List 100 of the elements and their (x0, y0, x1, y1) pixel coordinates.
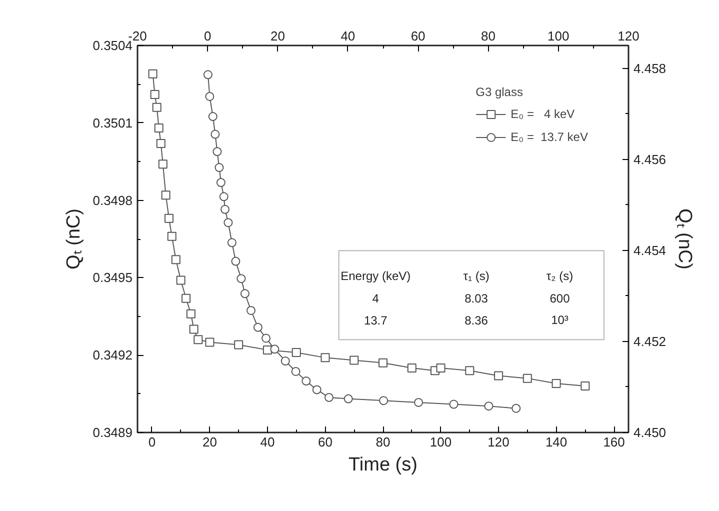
y2-tick-label: 4.452 (634, 334, 666, 349)
y2-axis-title: Qₜ (nC) (674, 208, 696, 270)
point (494, 371, 504, 380)
point (312, 385, 322, 394)
y-axis-title: Qₜ (nC) (64, 208, 85, 270)
point (224, 218, 233, 228)
legend-title: G3 glass (476, 85, 524, 99)
point (449, 400, 458, 409)
annotation: Energy (keV) (340, 268, 411, 283)
point (262, 345, 272, 354)
y-tick-label: 0.3489 (92, 425, 133, 440)
x-tick-label: 40 (260, 434, 275, 450)
x-tick-label: 80 (376, 434, 390, 450)
point (324, 392, 334, 402)
y-tick-label: 0.3501 (92, 115, 133, 130)
point (522, 374, 532, 383)
x-tick-label: 20 (202, 434, 217, 450)
x2-tick-label: 0 (204, 28, 212, 44)
point (240, 289, 250, 298)
y2-tick-label: 4.456 (634, 152, 666, 167)
x2-tick-label: 60 (410, 28, 426, 44)
y2-tick-label: 4.458 (634, 60, 666, 76)
y-tick-label: 0.3498 (92, 192, 133, 208)
x-tick-label: 120 (488, 434, 510, 450)
annotation: 4 (372, 291, 380, 306)
point (414, 398, 424, 407)
point (203, 70, 212, 80)
x2-tick-label: 120 (618, 28, 640, 44)
point (320, 353, 330, 362)
point (154, 124, 164, 133)
point (344, 394, 353, 404)
point (171, 255, 180, 264)
point (176, 276, 186, 285)
point (189, 324, 198, 334)
annotation: 600 (550, 291, 570, 306)
point (291, 367, 300, 376)
x-tick-label: 100 (430, 434, 452, 450)
point (484, 402, 494, 411)
point (186, 309, 196, 318)
point (253, 322, 262, 332)
y-tick-label: 0.3492 (92, 348, 133, 363)
legend-label: E₀ = 13.7 keV (510, 130, 588, 144)
x-tick-label: 140 (545, 434, 568, 450)
point (512, 404, 521, 413)
point (194, 335, 203, 344)
point (292, 348, 301, 358)
point (580, 382, 590, 391)
annotation: τ₁ (s) (463, 268, 490, 283)
point (158, 160, 168, 169)
y2-tick-label: 4.450 (634, 425, 666, 440)
x2-tick-label: 40 (340, 28, 356, 44)
point (205, 338, 214, 347)
x-tick-label: 60 (318, 434, 332, 450)
annotation: 10³ (551, 312, 568, 327)
point (436, 364, 446, 372)
y2-tick-label: 4.454 (634, 242, 666, 258)
point (378, 358, 388, 368)
annotation: 13.7 (364, 313, 388, 328)
point (167, 232, 176, 241)
point (236, 274, 246, 284)
point (234, 340, 244, 350)
point (210, 130, 220, 139)
point (407, 364, 416, 372)
point (212, 147, 222, 156)
x-tick-label: 0 (148, 434, 156, 450)
point (262, 334, 271, 343)
annotation: 8.36 (464, 313, 488, 328)
point (280, 356, 290, 366)
y-tick-label: 0.3495 (92, 270, 133, 286)
x2-tick-label: 80 (480, 28, 496, 44)
point (214, 163, 224, 172)
point (216, 178, 226, 188)
x2-tick-label: 100 (548, 28, 570, 44)
point (205, 92, 214, 101)
point (465, 366, 474, 376)
point (302, 376, 311, 386)
legend-label: E₀ = 4 keV (510, 107, 575, 121)
point (270, 344, 280, 354)
annotation: τ₂ (s) (546, 268, 574, 283)
x-axis-title: Time (s) (348, 454, 418, 476)
point (227, 238, 236, 248)
point (182, 294, 191, 303)
point (552, 378, 561, 388)
annotation: 8.03 (464, 291, 488, 306)
point (156, 139, 166, 148)
point (220, 204, 230, 214)
point (246, 306, 256, 315)
point (161, 190, 170, 200)
point (150, 90, 160, 100)
point (379, 396, 388, 406)
x-tick-label: 160 (603, 434, 625, 450)
point (219, 192, 228, 202)
y-tick-label: 0.3504 (92, 38, 133, 53)
point (231, 256, 240, 266)
point (208, 112, 218, 122)
point (350, 356, 359, 365)
point (164, 214, 174, 223)
point (152, 102, 162, 112)
point (148, 69, 158, 78)
x2-tick-label: 20 (270, 28, 286, 44)
